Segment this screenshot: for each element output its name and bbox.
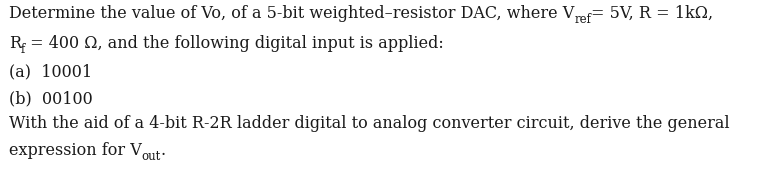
Text: R: R	[9, 35, 21, 52]
Text: .: .	[161, 142, 166, 159]
Text: out: out	[142, 150, 161, 163]
Text: expression for V: expression for V	[9, 142, 142, 159]
Text: (a)  10001: (a) 10001	[9, 63, 92, 80]
Text: Determine the value of Vo, of a 5-bit weighted–resistor DAC, where V: Determine the value of Vo, of a 5-bit we…	[9, 5, 574, 22]
Text: (b)  00100: (b) 00100	[9, 90, 93, 107]
Text: ref: ref	[574, 13, 591, 26]
Text: = 5V, R = 1kΩ,: = 5V, R = 1kΩ,	[591, 5, 713, 22]
Text: f: f	[21, 43, 25, 56]
Text: = 400 Ω, and the following digital input is applied:: = 400 Ω, and the following digital input…	[25, 35, 444, 52]
Text: With the aid of a 4-bit R-2R ladder digital to analog converter circuit, derive : With the aid of a 4-bit R-2R ladder digi…	[9, 115, 729, 132]
